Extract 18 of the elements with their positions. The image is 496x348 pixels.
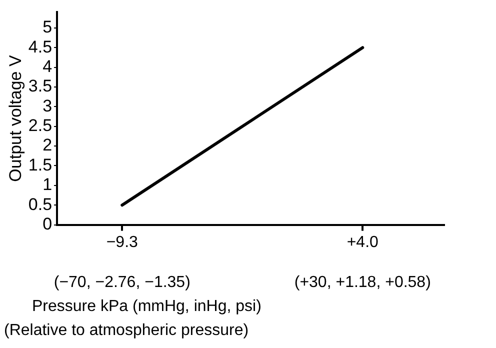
x-axis-title: Pressure kPa (mmHg, inHg, psi) [32, 298, 262, 315]
x-tick-label: +4.0 [346, 234, 379, 251]
y-tick-label: 1.5 [28, 155, 52, 174]
y-tick-label: 2.5 [28, 116, 52, 136]
y-tick-label: 4.5 [28, 37, 52, 56]
text: (+30, +1.18, +0.58) [294, 274, 431, 291]
y-tick-label: 3.5 [28, 76, 52, 96]
y-tick-label: 5 [42, 18, 52, 37]
text: (Relative to atmospheric pressure) [4, 322, 249, 339]
text: (−70, −2.76, −1.35) [54, 274, 190, 291]
y-tick-label: 0 [42, 214, 52, 234]
y-tick-label: 1 [42, 175, 52, 194]
y-tick-label: 0.5 [28, 194, 52, 214]
y-tick-label: 2 [42, 136, 52, 155]
y-tick-label: 3 [42, 96, 52, 116]
y-tick-label: 4 [42, 57, 52, 76]
x-tick-label: −9.3 [106, 234, 138, 251]
y-axis-title: Output voltage V [6, 54, 25, 182]
